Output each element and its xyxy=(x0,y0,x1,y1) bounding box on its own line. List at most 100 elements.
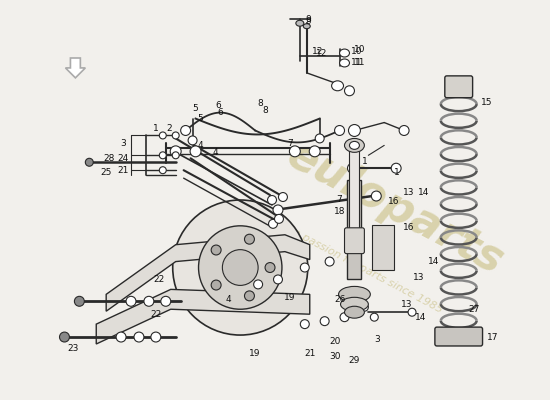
Ellipse shape xyxy=(344,86,354,96)
Text: 23: 23 xyxy=(68,344,79,354)
Ellipse shape xyxy=(315,134,324,143)
Text: 13: 13 xyxy=(413,273,425,282)
Text: 21: 21 xyxy=(117,166,129,175)
Text: 1: 1 xyxy=(361,157,367,166)
Ellipse shape xyxy=(172,132,179,139)
Text: 14: 14 xyxy=(415,313,427,322)
Ellipse shape xyxy=(339,286,370,302)
Text: 27: 27 xyxy=(468,305,479,314)
Ellipse shape xyxy=(391,163,401,173)
Text: 25: 25 xyxy=(101,168,112,177)
FancyBboxPatch shape xyxy=(344,228,364,254)
Ellipse shape xyxy=(349,142,359,149)
Ellipse shape xyxy=(334,126,344,136)
Ellipse shape xyxy=(273,275,283,284)
Text: euloparts: euloparts xyxy=(279,133,511,283)
Polygon shape xyxy=(96,289,310,344)
Ellipse shape xyxy=(349,124,360,136)
FancyBboxPatch shape xyxy=(372,225,394,270)
Circle shape xyxy=(245,291,255,301)
Text: 10: 10 xyxy=(351,46,362,56)
Circle shape xyxy=(199,226,282,309)
Ellipse shape xyxy=(144,296,154,306)
Ellipse shape xyxy=(161,296,170,306)
Text: 18: 18 xyxy=(334,208,345,216)
Ellipse shape xyxy=(188,136,197,145)
Ellipse shape xyxy=(309,146,320,157)
Text: 16: 16 xyxy=(403,223,415,232)
Ellipse shape xyxy=(300,320,309,329)
Ellipse shape xyxy=(296,20,304,26)
Ellipse shape xyxy=(320,317,329,326)
Circle shape xyxy=(222,250,258,286)
Text: 22: 22 xyxy=(150,310,162,319)
Text: 24: 24 xyxy=(118,154,129,163)
Text: 4: 4 xyxy=(197,141,204,150)
Ellipse shape xyxy=(360,303,368,311)
Ellipse shape xyxy=(370,313,378,321)
Ellipse shape xyxy=(340,297,368,311)
Text: 13: 13 xyxy=(402,300,413,309)
Text: 12: 12 xyxy=(312,46,323,56)
Text: 5: 5 xyxy=(192,104,199,113)
Ellipse shape xyxy=(273,205,283,215)
Ellipse shape xyxy=(190,146,201,157)
Text: 7: 7 xyxy=(287,139,293,148)
Text: 8: 8 xyxy=(257,99,263,108)
Text: 14: 14 xyxy=(418,188,430,196)
Text: 14: 14 xyxy=(428,257,439,266)
Text: 19: 19 xyxy=(284,293,296,302)
Ellipse shape xyxy=(371,191,381,201)
Text: 8: 8 xyxy=(262,106,268,115)
Ellipse shape xyxy=(344,306,364,318)
Ellipse shape xyxy=(116,332,126,342)
Circle shape xyxy=(245,234,255,244)
Ellipse shape xyxy=(59,332,69,342)
Circle shape xyxy=(211,280,221,290)
Ellipse shape xyxy=(160,152,166,159)
Text: 1: 1 xyxy=(153,124,159,133)
Ellipse shape xyxy=(332,81,344,91)
Text: 28: 28 xyxy=(103,154,115,163)
Text: 22: 22 xyxy=(153,275,164,284)
FancyBboxPatch shape xyxy=(435,327,482,346)
Ellipse shape xyxy=(289,146,300,157)
FancyBboxPatch shape xyxy=(349,150,359,230)
Ellipse shape xyxy=(74,296,84,306)
Ellipse shape xyxy=(160,167,166,174)
Text: a passion for parts since 1985: a passion for parts since 1985 xyxy=(292,228,444,315)
Ellipse shape xyxy=(408,308,416,316)
Ellipse shape xyxy=(134,332,144,342)
Polygon shape xyxy=(106,235,310,311)
Ellipse shape xyxy=(254,280,262,289)
Text: 26: 26 xyxy=(334,295,345,304)
Text: 16: 16 xyxy=(388,198,400,206)
Ellipse shape xyxy=(340,313,349,322)
Text: 7: 7 xyxy=(337,196,343,204)
Text: 4: 4 xyxy=(213,148,218,157)
Text: 11: 11 xyxy=(351,58,362,68)
Ellipse shape xyxy=(170,146,181,157)
Ellipse shape xyxy=(268,219,278,228)
Text: 3: 3 xyxy=(120,139,126,148)
Text: 20: 20 xyxy=(329,336,340,346)
Text: 2: 2 xyxy=(166,124,172,133)
FancyBboxPatch shape xyxy=(348,180,361,280)
Ellipse shape xyxy=(278,192,288,202)
Text: 21: 21 xyxy=(304,350,316,358)
Ellipse shape xyxy=(267,196,277,204)
Ellipse shape xyxy=(160,132,166,139)
Text: 19: 19 xyxy=(249,350,261,358)
Circle shape xyxy=(173,200,308,335)
Text: 13: 13 xyxy=(403,188,415,196)
Ellipse shape xyxy=(151,332,161,342)
Text: 29: 29 xyxy=(349,356,360,365)
Ellipse shape xyxy=(348,163,358,173)
Ellipse shape xyxy=(274,214,283,223)
Circle shape xyxy=(265,262,275,272)
Ellipse shape xyxy=(180,126,191,136)
Ellipse shape xyxy=(85,158,94,166)
Text: 10: 10 xyxy=(354,44,365,54)
Polygon shape xyxy=(65,58,85,78)
Text: 5: 5 xyxy=(197,114,204,123)
